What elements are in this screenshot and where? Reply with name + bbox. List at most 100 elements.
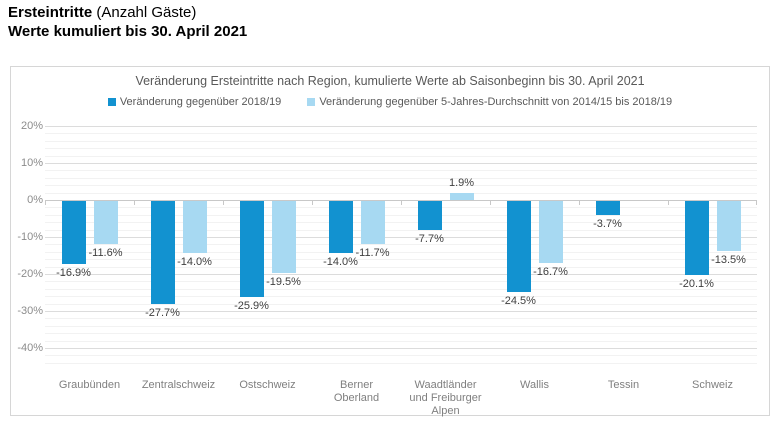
bar-series2	[449, 193, 474, 200]
data-label: -16.9%	[56, 266, 91, 279]
legend-item-series2: Veränderung gegenüber 5-Jahres-Durchschn…	[307, 96, 672, 108]
data-label: -16.7%	[533, 265, 568, 278]
x-axis-label-7: Tessin	[607, 379, 640, 391]
bar-series1	[417, 201, 442, 230]
x-axis-label-5: Waadtländer und Freiburger Alpen	[409, 379, 482, 417]
bar-series2	[93, 201, 118, 244]
gridline	[45, 133, 757, 135]
gridline	[45, 244, 757, 246]
data-label: -24.5%	[501, 294, 536, 307]
x-axis-label-8: Schweiz	[692, 379, 733, 391]
gridline	[45, 281, 757, 283]
gridline	[45, 192, 757, 194]
bar-group-1: -16.9% -11.6%	[45, 126, 134, 363]
gridline	[45, 148, 757, 150]
gridline	[45, 214, 757, 216]
gridline	[45, 333, 757, 335]
gridline	[45, 266, 757, 268]
gridline	[45, 296, 757, 298]
category-axis-tick	[756, 200, 757, 205]
category-axis-tick	[45, 200, 46, 205]
x-axis-label-6: Wallis	[520, 379, 549, 391]
category-axis-tick	[134, 200, 135, 205]
page-title: Ersteintritte (Anzahl Gäste)	[8, 3, 247, 22]
x-axis-label-2: Zentralschweiz	[141, 379, 216, 391]
bar-group-3: -25.9% -19.5%	[223, 126, 312, 363]
bar-group-6: -24.5% -16.7%	[490, 126, 579, 363]
data-label: -7.7%	[415, 232, 444, 245]
bar-group-8: -20.1% -13.5%	[668, 126, 757, 363]
y-axis-tick-label: 20%	[20, 120, 43, 132]
gridline	[45, 170, 757, 172]
y-axis-tick-label: -40%	[17, 342, 43, 354]
data-label: -3.7%	[593, 217, 622, 230]
gridline	[45, 222, 757, 224]
gridline	[45, 185, 757, 187]
x-axis-labels: Graubünden Zentralschweiz Ostschweiz Berner…	[45, 379, 757, 418]
gridline	[45, 355, 757, 357]
bar-group-5: -7.7% 1.9%	[401, 126, 490, 363]
x-axis-label-3: Ostschweiz	[239, 379, 296, 391]
data-label: -25.9%	[234, 299, 269, 312]
x-axis-label-4: Berner Oberland	[333, 379, 380, 404]
data-label: -11.6%	[88, 246, 123, 259]
data-label: -14.0%	[177, 255, 212, 268]
gridline	[45, 303, 757, 305]
chart-title: Veränderung Ersteintritte nach Region, k…	[135, 74, 645, 88]
gridline	[45, 155, 757, 157]
plot-area: -16.9% -11.6% -27.7% -14.0% -25.9% -19.5% -14.…	[45, 126, 757, 364]
legend-label-series1: Veränderung gegenüber 2018/19	[119, 96, 282, 108]
y-axis-labels: 20% 10% 0% -10% -20% -30% -40%	[13, 120, 43, 363]
gridline	[45, 229, 757, 231]
legend-label-series2: Veränderung gegenüber 5-Jahres-Durchschn…	[319, 96, 673, 108]
bar-series2	[538, 201, 563, 263]
gridline	[45, 325, 757, 327]
bar-series2	[182, 201, 207, 253]
data-label: 1.9%	[448, 177, 475, 189]
category-axis-tick	[401, 200, 402, 205]
bar-series1	[684, 201, 709, 276]
category-axis-tick	[490, 200, 491, 205]
gridline	[45, 288, 757, 290]
bar-series2	[716, 201, 741, 251]
legend-marker-light-blue	[307, 98, 316, 106]
gridline	[45, 348, 757, 349]
gridline	[45, 177, 757, 179]
bar-series1	[328, 201, 353, 253]
y-axis-tick-label: 0%	[27, 194, 43, 206]
page-header: Ersteintritte (Anzahl Gäste) Werte kumul…	[8, 3, 247, 41]
x-axis-label-1: Graubünden	[58, 379, 121, 391]
category-axis-tick	[668, 200, 669, 205]
y-axis-tick-label: -10%	[17, 231, 43, 243]
gridline	[45, 340, 757, 342]
gridline	[45, 207, 757, 209]
bar-series1	[595, 201, 620, 215]
bar-series1	[506, 201, 531, 292]
category-axis-tick	[312, 200, 313, 205]
data-label: -20.1%	[679, 278, 714, 291]
bar-series1	[61, 201, 86, 264]
gridline	[45, 126, 757, 127]
chart-container: Veränderung Ersteintritte nach Region, k…	[10, 66, 770, 418]
gridline	[45, 251, 757, 253]
gridline	[45, 259, 757, 261]
data-label: -27.7%	[145, 306, 180, 319]
data-label: -19.5%	[266, 276, 301, 289]
y-axis-tick-label: -30%	[17, 305, 43, 317]
y-axis-tick-label: 10%	[20, 157, 43, 169]
page-title-regular: (Anzahl Gäste)	[92, 4, 197, 21]
gridline	[45, 318, 757, 320]
gridline	[45, 140, 757, 142]
category-axis-tick	[579, 200, 580, 205]
gridline	[45, 237, 757, 238]
bar-group-2: -27.7% -14.0%	[134, 126, 223, 363]
bar-group-4: -14.0% -11.7%	[312, 126, 401, 363]
gridline	[45, 163, 757, 164]
data-label: -11.7%	[355, 247, 390, 260]
data-label: -13.5%	[711, 254, 746, 266]
bar-group-7: -3.7%	[579, 126, 668, 363]
y-axis-tick-label: -20%	[17, 268, 43, 280]
bar-series2	[271, 201, 296, 274]
data-label: -14.0%	[323, 255, 358, 268]
gridline	[45, 274, 757, 275]
